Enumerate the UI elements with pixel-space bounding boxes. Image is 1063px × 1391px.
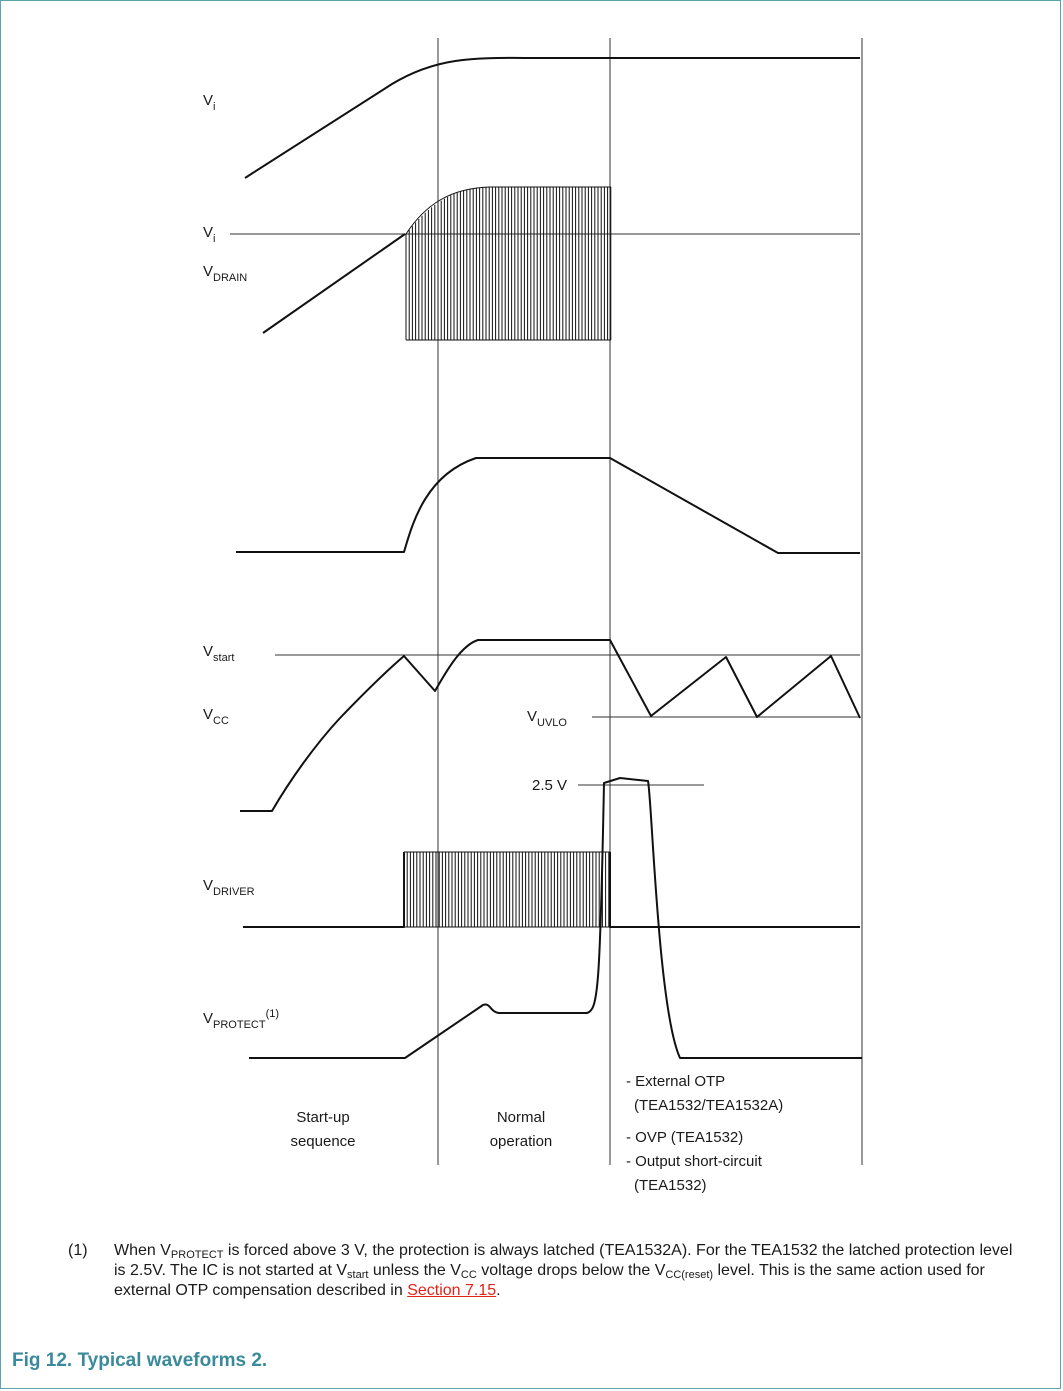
vcc-waveform [240,639,861,812]
vdrain-switching-burst-pulses [405,187,612,341]
phase-protection-line2: (TEA1532/TEA1532A) [634,1097,783,1114]
vdriver-label: VDRIVER [203,877,255,898]
phase-startup-line2: sequence [290,1133,355,1150]
vstart-label: Vstart [203,643,234,664]
vdriver-switching-burst [403,851,610,928]
vprotect-label: VPROTECT(1) [203,1008,279,1031]
vdrain-ramp-waveform [262,233,406,334]
figure-caption: Fig 12. Typical waveforms 2. [12,1350,268,1371]
vi-reference-label: Vi [203,224,215,245]
2-5v-level-label: 2.5 V [532,777,567,794]
phase-normal-line1: Normal [497,1109,545,1126]
vdriver-baseline-waveform [243,852,405,928]
footnote-text: When VPROTECT is forced above 3 V, the p… [114,1242,1013,1299]
vcc-label: VCC [203,706,229,727]
vi-label: Vi [203,92,215,113]
vdrain-switching-burst [405,186,612,341]
vdrain-label: VDRAIN [203,263,247,284]
reference-levels [230,233,860,786]
vuvlo-label: VUVLO [527,708,567,729]
phase-protection-line3: - OVP (TEA1532) [626,1129,743,1146]
vdrain-burst-envelope [405,186,611,235]
vi-waveform [244,56,860,179]
phase-protection-line1: - External OTP [626,1073,725,1090]
phase-protection-line4: - Output short-circuit [626,1153,763,1170]
phase-normal-line2: operation [490,1133,553,1150]
section-link[interactable]: Section 7.15 [407,1282,497,1299]
vaux-waveform [236,457,860,554]
vdriver-switching-burst-pulses [403,852,610,928]
footnote: (1) When VPROTECT is forced above 3 V, t… [68,1241,1028,1301]
vprotect-waveform [249,777,862,1059]
phase-protection-line5: (TEA1532) [634,1177,707,1194]
phase-startup-line1: Start-up [296,1109,349,1126]
vdriver-after-waveform [609,852,860,928]
footnote-number: (1) [68,1242,88,1259]
